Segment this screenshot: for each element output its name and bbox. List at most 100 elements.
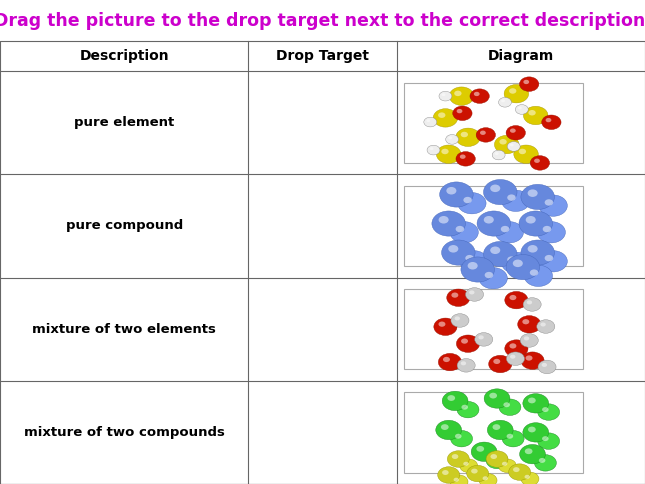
Circle shape — [544, 255, 553, 261]
Circle shape — [484, 272, 493, 278]
Circle shape — [486, 451, 508, 467]
Circle shape — [530, 156, 550, 170]
Circle shape — [484, 389, 510, 408]
Circle shape — [439, 216, 449, 224]
Circle shape — [455, 434, 462, 439]
Circle shape — [463, 197, 472, 203]
Circle shape — [448, 451, 470, 467]
Circle shape — [456, 151, 475, 166]
Circle shape — [509, 88, 517, 94]
Circle shape — [505, 340, 528, 357]
Circle shape — [439, 321, 446, 327]
Circle shape — [424, 117, 437, 127]
Circle shape — [507, 257, 516, 263]
Circle shape — [542, 226, 551, 232]
Circle shape — [527, 301, 532, 304]
FancyBboxPatch shape — [404, 82, 583, 163]
Circle shape — [479, 268, 508, 289]
Circle shape — [513, 259, 523, 267]
Circle shape — [490, 454, 497, 459]
Circle shape — [539, 251, 568, 272]
Circle shape — [451, 454, 459, 459]
Circle shape — [526, 355, 533, 361]
Circle shape — [442, 93, 446, 96]
Circle shape — [442, 391, 468, 410]
Circle shape — [482, 476, 488, 480]
Circle shape — [461, 405, 468, 409]
Circle shape — [499, 399, 521, 415]
Circle shape — [524, 336, 530, 340]
Circle shape — [521, 472, 539, 484]
Circle shape — [503, 402, 510, 407]
Circle shape — [534, 159, 540, 163]
Circle shape — [521, 240, 555, 265]
Circle shape — [433, 109, 458, 127]
Circle shape — [523, 393, 549, 413]
Circle shape — [453, 478, 459, 482]
Circle shape — [451, 292, 459, 298]
Circle shape — [474, 92, 480, 96]
Circle shape — [438, 467, 460, 483]
Circle shape — [523, 298, 541, 311]
Circle shape — [450, 87, 474, 106]
Circle shape — [522, 319, 530, 324]
Circle shape — [523, 80, 529, 84]
Text: pure compound: pure compound — [66, 219, 183, 232]
Circle shape — [495, 136, 519, 154]
Circle shape — [542, 436, 549, 441]
Circle shape — [495, 222, 524, 243]
FancyBboxPatch shape — [0, 41, 645, 484]
Circle shape — [493, 359, 501, 364]
FancyBboxPatch shape — [404, 186, 583, 266]
Circle shape — [538, 360, 556, 374]
Circle shape — [493, 424, 501, 430]
Circle shape — [539, 458, 546, 463]
Circle shape — [518, 106, 522, 109]
Circle shape — [499, 139, 507, 145]
Circle shape — [523, 423, 549, 442]
Circle shape — [546, 118, 551, 122]
FancyBboxPatch shape — [0, 0, 645, 41]
Circle shape — [457, 109, 462, 113]
Circle shape — [469, 290, 475, 294]
Circle shape — [450, 475, 468, 484]
Circle shape — [463, 462, 469, 466]
Circle shape — [519, 77, 539, 91]
Circle shape — [492, 150, 505, 160]
Circle shape — [457, 359, 475, 372]
Circle shape — [465, 255, 474, 261]
Circle shape — [461, 257, 495, 282]
Circle shape — [451, 430, 473, 447]
Circle shape — [524, 106, 548, 125]
Circle shape — [505, 291, 528, 309]
Circle shape — [470, 89, 490, 104]
Circle shape — [458, 193, 486, 214]
Circle shape — [446, 135, 459, 144]
Circle shape — [502, 190, 530, 212]
Circle shape — [539, 195, 568, 216]
Circle shape — [460, 459, 478, 472]
Circle shape — [506, 434, 513, 439]
Circle shape — [525, 448, 533, 454]
Circle shape — [448, 245, 459, 253]
Circle shape — [451, 314, 469, 327]
Text: pure element: pure element — [74, 116, 174, 129]
Circle shape — [448, 395, 455, 401]
Circle shape — [524, 265, 553, 287]
Circle shape — [521, 184, 555, 210]
FancyBboxPatch shape — [404, 392, 583, 473]
Circle shape — [454, 91, 462, 96]
Circle shape — [460, 251, 488, 272]
Circle shape — [479, 473, 497, 484]
Circle shape — [538, 404, 560, 420]
Circle shape — [528, 245, 538, 253]
Circle shape — [453, 106, 472, 121]
Circle shape — [477, 211, 511, 236]
Circle shape — [521, 333, 539, 347]
Circle shape — [542, 115, 561, 130]
Circle shape — [447, 289, 470, 306]
Circle shape — [537, 222, 566, 243]
Circle shape — [461, 132, 468, 137]
Circle shape — [507, 195, 516, 201]
Circle shape — [499, 459, 517, 472]
